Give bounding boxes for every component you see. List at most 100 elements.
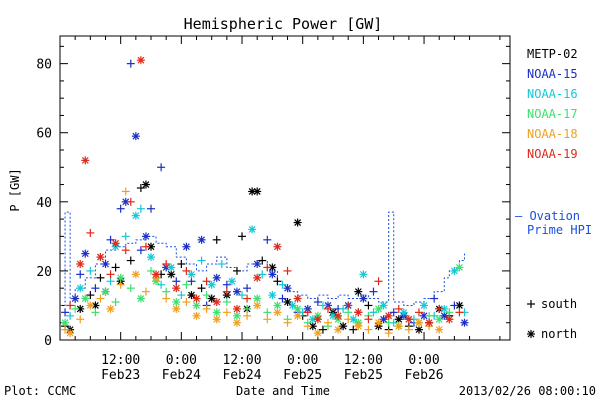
noaa-19-north-point — [136, 56, 145, 65]
noaa-17-south-point — [222, 298, 231, 306]
y-tick-label: 60 — [36, 127, 52, 142]
mark-stroke — [400, 308, 408, 316]
noaa-18-south-point — [162, 294, 171, 303]
mark-stroke — [273, 308, 281, 316]
mark-stroke — [76, 260, 84, 268]
noaa-18-north-point — [192, 311, 201, 320]
noaa-17-north-point — [435, 315, 444, 324]
noaa-17-south-point — [126, 284, 135, 293]
mark-stroke — [122, 198, 130, 206]
mark-stroke — [172, 284, 180, 292]
ovation-legend-line1: — Ovation — [515, 209, 580, 223]
noaa-15-south-point — [450, 301, 459, 310]
noaa-19-south-point — [86, 228, 95, 237]
noaa-16-north-point — [349, 315, 358, 324]
noaa-15-south-point — [157, 163, 166, 172]
mark-stroke — [142, 181, 150, 188]
noaa-17-south-point — [182, 280, 191, 289]
noaa-15-north-point — [232, 287, 241, 296]
noaa-15-south-point — [91, 284, 100, 293]
noaa-15-north-point — [141, 232, 150, 241]
noaa-18-south-point — [96, 294, 105, 303]
noaa-16-south-point — [66, 311, 75, 320]
noaa-18-north-point — [253, 301, 262, 310]
mark-stroke — [395, 315, 403, 323]
metp-02-south-point — [318, 325, 327, 334]
mark-stroke — [117, 274, 125, 282]
noaa-16-south-point — [318, 301, 327, 310]
x-tick-label: 0:00 — [166, 353, 197, 368]
noaa-19-north-point — [253, 273, 262, 282]
noaa-15-north-point — [283, 284, 292, 293]
noaa-15-north-point — [460, 318, 469, 327]
noaa-17-south-point — [263, 308, 272, 317]
mark-stroke — [132, 132, 140, 140]
noaa-16-south-point — [258, 270, 267, 279]
mark-stroke — [273, 243, 281, 251]
noaa-15-north-point — [81, 249, 90, 258]
noaa-15-north-point — [359, 294, 368, 303]
noaa-18-north-point — [394, 322, 403, 331]
legend-entry: METP-02 — [527, 47, 578, 61]
noaa-18-south-point — [364, 325, 373, 334]
noaa-16-south-point — [238, 291, 247, 300]
mark-stroke — [172, 305, 180, 313]
mark-stroke — [86, 302, 94, 309]
noaa-16-south-point — [86, 266, 95, 275]
mark-stroke — [253, 188, 261, 195]
noaa-19-north-point — [96, 253, 105, 262]
mark-stroke — [461, 319, 468, 327]
legend-entry: NOAA-19 — [527, 147, 578, 161]
mark-stroke — [167, 264, 175, 271]
mark-stroke — [102, 288, 109, 296]
mark-stroke — [198, 236, 205, 244]
noaa-19-north-point — [273, 242, 282, 251]
metp-02-south-point — [349, 325, 358, 334]
mark-stroke — [268, 270, 276, 278]
mark-stroke — [147, 243, 155, 251]
noaa-19-south-point — [414, 308, 423, 317]
mark-stroke — [294, 312, 302, 320]
mark-stroke — [273, 302, 281, 309]
mark-stroke — [309, 322, 317, 330]
noaa-15-south-point — [106, 235, 115, 244]
noaa-16-south-point — [121, 232, 130, 241]
noaa-16-north-point — [76, 284, 85, 293]
noaa-17-north-point — [253, 294, 262, 303]
noaa-18-south-point — [283, 318, 292, 327]
mark-stroke — [284, 298, 291, 306]
noaa-18-south-point — [243, 311, 252, 320]
noaa-19-south-point — [263, 263, 272, 272]
mark-stroke — [233, 312, 241, 320]
noaa-18-south-point — [61, 325, 70, 334]
noaa-16-south-point — [177, 291, 186, 300]
noaa-19-south-point — [182, 266, 191, 275]
noaa-19-south-point — [394, 304, 403, 313]
noaa-18-south-point — [303, 322, 312, 331]
mark-stroke — [61, 319, 69, 327]
noaa-17-north-point — [136, 294, 145, 303]
noaa-16-north-point — [268, 291, 277, 300]
noaa-15-south-point — [116, 204, 125, 213]
noaa-15-south-point — [147, 204, 156, 213]
mark-stroke — [440, 312, 448, 320]
noaa-17-north-point — [374, 304, 383, 313]
noaa-19-south-point — [364, 315, 373, 324]
noaa-17-north-point — [293, 304, 302, 313]
mark-stroke — [253, 274, 261, 282]
noaa-19-south-point — [141, 242, 150, 251]
noaa-18-south-point — [182, 298, 191, 306]
x-tick-sublabel: Feb25 — [283, 368, 322, 383]
noaa-16-north-point — [227, 277, 236, 286]
noaa-17-south-point — [147, 266, 156, 275]
noaa-18-south-point — [404, 325, 413, 334]
noaa-17-south-point — [162, 287, 171, 296]
x-tick-sublabel: Feb25 — [344, 368, 383, 383]
metp-02-south-point — [258, 256, 267, 265]
mark-stroke — [440, 305, 448, 313]
noaa-16-south-point — [278, 280, 287, 289]
noaa-17-south-point — [425, 311, 434, 320]
noaa-15-north-point — [197, 235, 206, 244]
noaa-18-north-point — [66, 329, 75, 338]
metp-02-north-point — [268, 263, 277, 272]
